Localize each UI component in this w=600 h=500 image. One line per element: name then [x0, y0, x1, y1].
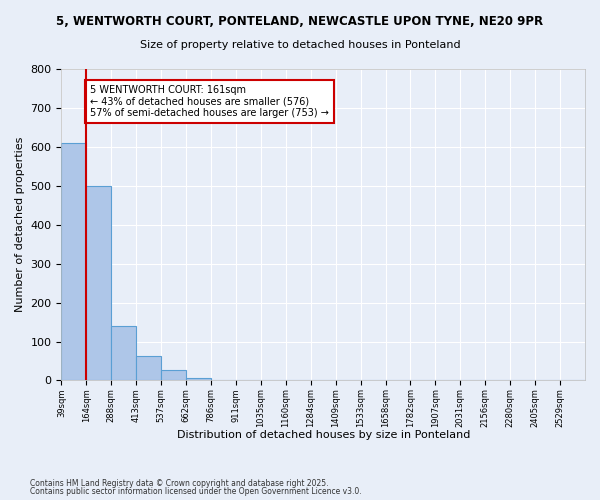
X-axis label: Distribution of detached houses by size in Ponteland: Distribution of detached houses by size …: [176, 430, 470, 440]
Text: 5, WENTWORTH COURT, PONTELAND, NEWCASTLE UPON TYNE, NE20 9PR: 5, WENTWORTH COURT, PONTELAND, NEWCASTLE…: [56, 15, 544, 28]
Bar: [86, 186, 111, 380]
Y-axis label: Number of detached properties: Number of detached properties: [15, 137, 25, 312]
Bar: [136, 356, 161, 380]
Text: Size of property relative to detached houses in Ponteland: Size of property relative to detached ho…: [140, 40, 460, 50]
Text: Contains public sector information licensed under the Open Government Licence v3: Contains public sector information licen…: [30, 487, 362, 496]
Bar: [61, 143, 86, 380]
Text: 5 WENTWORTH COURT: 161sqm
← 43% of detached houses are smaller (576)
57% of semi: 5 WENTWORTH COURT: 161sqm ← 43% of detac…: [90, 84, 329, 118]
Bar: [111, 326, 136, 380]
Text: Contains HM Land Registry data © Crown copyright and database right 2025.: Contains HM Land Registry data © Crown c…: [30, 478, 329, 488]
Bar: [161, 370, 186, 380]
Bar: [186, 378, 211, 380]
